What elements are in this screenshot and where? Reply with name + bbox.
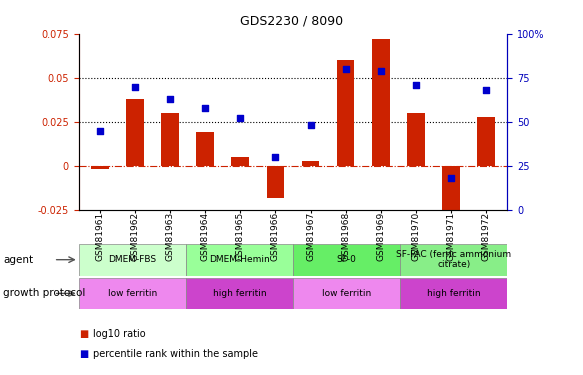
Bar (400, 278, 507, 309)
Text: GSM81966: GSM81966 (271, 212, 280, 261)
Text: GSM81961: GSM81961 (95, 212, 104, 261)
Bar (79, 244, 186, 276)
Point (166, 96, 175, 102)
Text: GSM81967: GSM81967 (306, 212, 315, 261)
Point (306, 122, 315, 128)
Point (482, 87, 491, 93)
Bar (407, 113, 424, 166)
Bar (302, 160, 319, 166)
Text: GSM81968: GSM81968 (341, 212, 350, 261)
Bar (442, 166, 460, 215)
Bar (231, 157, 249, 166)
Text: ■: ■ (79, 329, 88, 339)
Text: DMEM-Hemin: DMEM-Hemin (209, 255, 270, 264)
Point (130, 84, 139, 90)
Text: GSM81965: GSM81965 (236, 212, 245, 261)
Point (447, 175, 456, 181)
Bar (79, 278, 186, 309)
Bar (91, 166, 108, 170)
Bar (161, 113, 179, 166)
Text: GSM81970: GSM81970 (412, 212, 420, 261)
Text: GSM81971: GSM81971 (447, 212, 455, 261)
Bar (186, 244, 293, 276)
Point (236, 116, 245, 122)
Bar (477, 117, 495, 166)
Text: high ferritin: high ferritin (427, 289, 480, 298)
Point (201, 105, 210, 111)
Bar (337, 60, 354, 166)
Bar (196, 132, 214, 166)
Text: high ferritin: high ferritin (213, 289, 266, 298)
Point (271, 154, 280, 160)
Text: GDS2230 / 8090: GDS2230 / 8090 (240, 15, 343, 28)
Bar (372, 39, 389, 166)
Text: ■: ■ (79, 350, 88, 359)
Text: growth protocol: growth protocol (3, 288, 85, 298)
Text: agent: agent (3, 255, 33, 265)
Bar (266, 166, 284, 198)
Text: DMEM-FBS: DMEM-FBS (108, 255, 156, 264)
Bar (400, 244, 507, 276)
Text: SF-0: SF-0 (336, 255, 356, 264)
Bar (126, 99, 143, 166)
Text: GSM81963: GSM81963 (166, 212, 174, 261)
Text: SF-FAC (ferric ammonium
citrate): SF-FAC (ferric ammonium citrate) (396, 250, 511, 269)
Text: GSM81962: GSM81962 (131, 212, 139, 261)
Point (341, 66, 350, 72)
Text: GSM81964: GSM81964 (201, 212, 210, 261)
Text: low ferritin: low ferritin (322, 289, 371, 298)
Text: GSM81969: GSM81969 (376, 212, 385, 261)
Point (376, 68, 385, 74)
Bar (293, 244, 400, 276)
Text: percentile rank within the sample: percentile rank within the sample (93, 350, 258, 359)
Text: GSM81972: GSM81972 (482, 212, 491, 261)
Bar (186, 278, 293, 309)
Text: log10 ratio: log10 ratio (93, 329, 146, 339)
Point (95, 128, 104, 134)
Bar (293, 278, 400, 309)
Text: low ferritin: low ferritin (108, 289, 157, 298)
Point (411, 82, 420, 88)
